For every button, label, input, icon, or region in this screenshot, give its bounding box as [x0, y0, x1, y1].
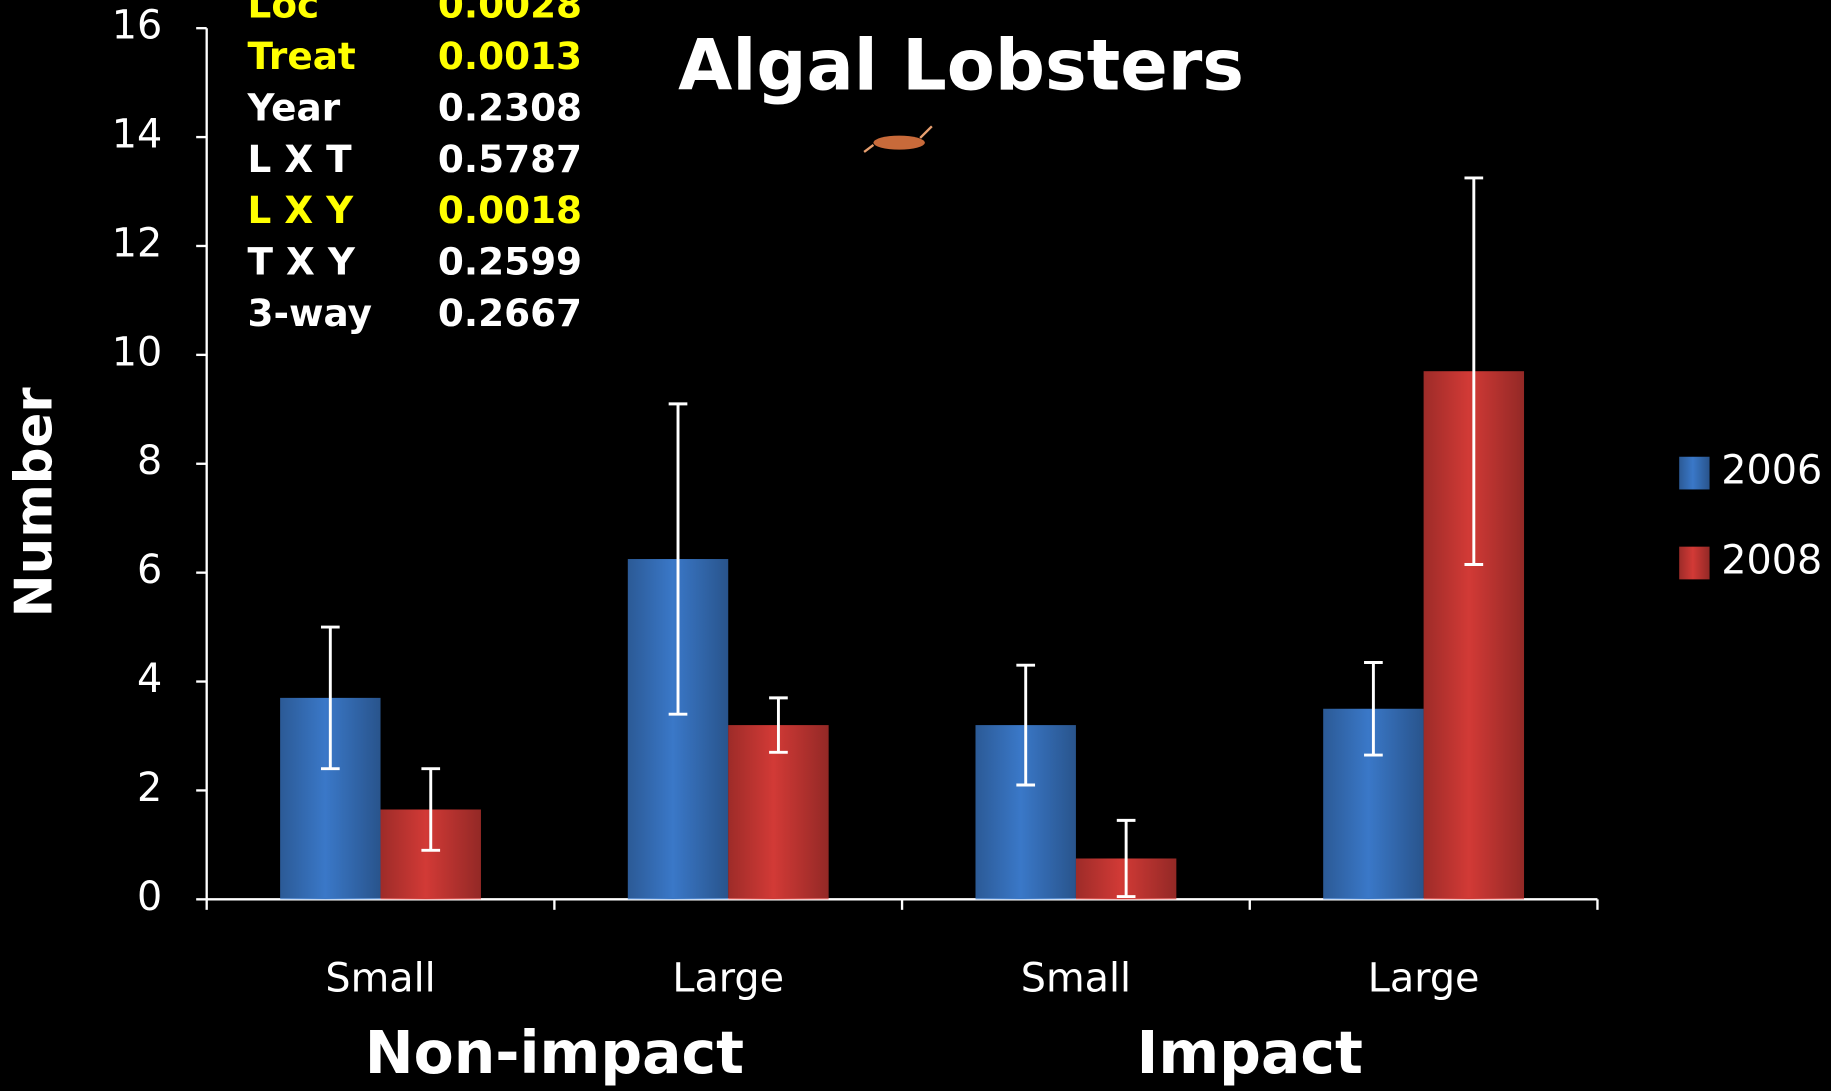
y-tick-label: 16 [112, 3, 163, 49]
x-tick-label: Small [325, 956, 435, 1002]
error-bar [421, 767, 441, 852]
legend-swatch [1679, 546, 1710, 580]
stat-term: L X T [248, 137, 353, 181]
y-tick-label: 2 [137, 765, 162, 811]
legend-label: 2008 [1721, 538, 1822, 584]
stat-term: Year [247, 85, 341, 129]
y-tick-label: 12 [112, 220, 163, 266]
group-label: Impact [1137, 1019, 1363, 1087]
x-tick-label: Small [1021, 956, 1131, 1002]
stat-p: 0.0018 [438, 188, 582, 232]
legend-label: 2006 [1721, 448, 1822, 494]
x-tick-label: Large [672, 956, 784, 1002]
stat-p: 0.2308 [438, 85, 582, 129]
stat-term: 3-way [248, 291, 372, 335]
lobster-icon [863, 125, 933, 153]
y-tick-label: 8 [137, 438, 162, 484]
stat-term: Loc [248, 0, 320, 27]
error-bar [1364, 661, 1383, 757]
error-bar [1464, 176, 1484, 566]
y-tick-label: 10 [112, 329, 163, 375]
stat-term: L X Y [248, 188, 355, 232]
stat-p: 0.2667 [438, 291, 582, 335]
error-bar [668, 402, 688, 716]
stat-p: 0.5787 [438, 137, 582, 181]
y-tick-label: 6 [137, 547, 162, 593]
error-bar [320, 625, 340, 771]
error-bar [1116, 818, 1136, 899]
stat-p: 0.0028 [438, 0, 582, 27]
group-label: Non-impact [365, 1019, 744, 1087]
stat-p: 0.0013 [438, 34, 582, 78]
bar [728, 725, 829, 900]
stat-term: Treat [248, 34, 356, 78]
x-tick-label: Large [1368, 956, 1480, 1002]
error-bar [1016, 663, 1036, 787]
y-tick-label: 0 [137, 874, 162, 920]
y-tick-label: 14 [112, 112, 163, 158]
legend-swatch [1679, 456, 1710, 490]
stat-term: T X Y [248, 240, 356, 284]
y-axis-label: Number [4, 387, 64, 618]
stat-p: 0.2599 [438, 240, 582, 284]
chart-title: Algal Lobsters [678, 24, 1244, 106]
y-tick-label: 4 [137, 656, 162, 702]
error-bar [769, 696, 788, 754]
